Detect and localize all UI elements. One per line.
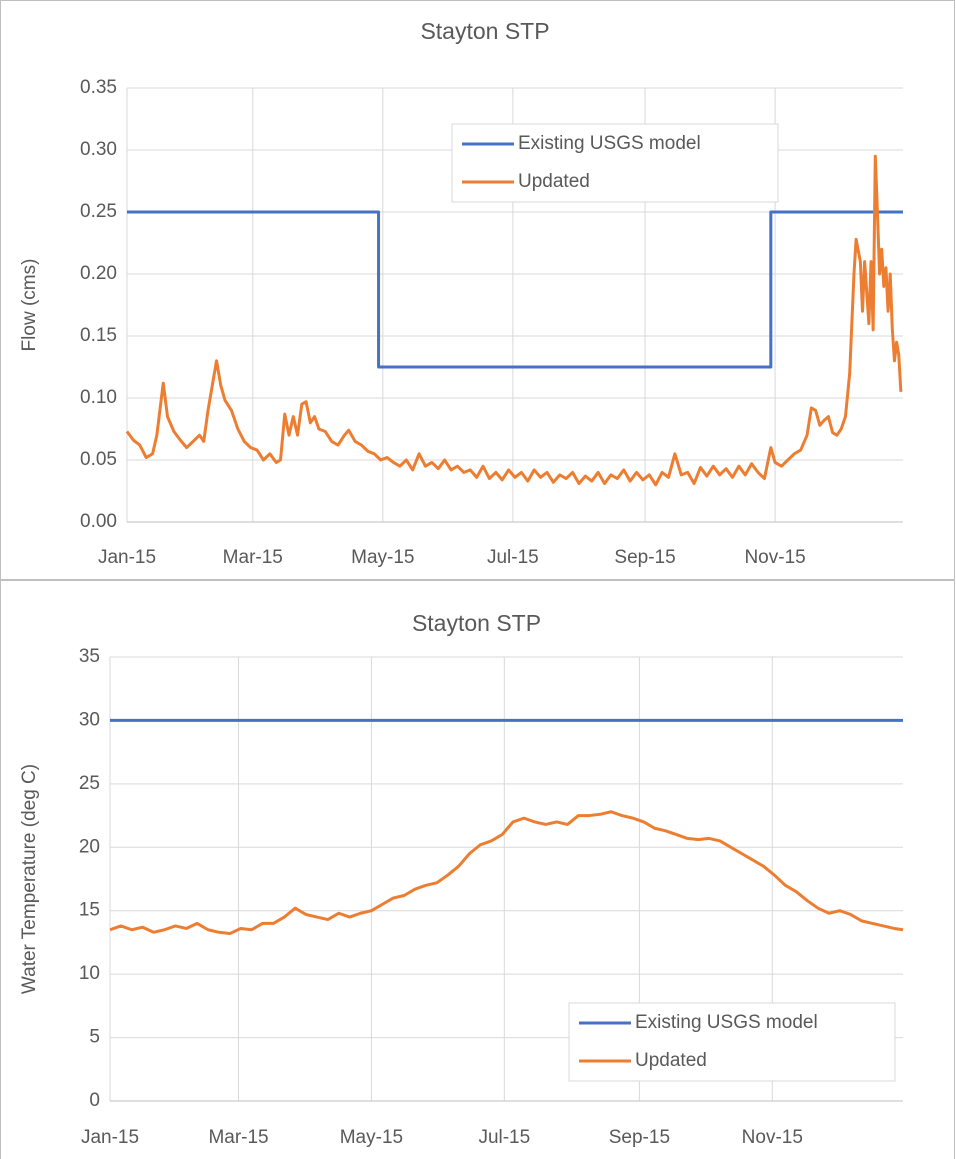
y-tick-label: 25 xyxy=(79,773,100,794)
legend-box xyxy=(451,123,779,203)
x-tick-label: Sep-15 xyxy=(609,1127,670,1148)
x-tick-label: Sep-15 xyxy=(614,547,675,568)
x-tick-label: May-15 xyxy=(340,1127,403,1148)
legend-box xyxy=(568,1002,896,1082)
chart-title: Stayton STP xyxy=(412,610,541,636)
y-tick-label: 0.10 xyxy=(80,387,117,408)
y-tick-label: 35 xyxy=(79,646,100,667)
y-tick-label: 0 xyxy=(89,1090,100,1111)
panel-frame xyxy=(0,580,955,1159)
y-axis-title: Water Temperature (deg C) xyxy=(19,764,40,994)
legend-label: Existing USGS model xyxy=(518,133,701,154)
x-tick-label: Nov-15 xyxy=(742,1127,803,1148)
x-tick-label: Jul-15 xyxy=(478,1127,530,1148)
x-tick-label: Nov-15 xyxy=(744,547,805,568)
x-tick-label: Jan-15 xyxy=(81,1127,139,1148)
y-tick-label: 20 xyxy=(79,836,100,857)
y-tick-label: 30 xyxy=(79,709,100,730)
y-tick-label: 5 xyxy=(89,1027,100,1048)
series-line xyxy=(109,810,904,936)
legend-label: Existing USGS model xyxy=(635,1012,818,1033)
legend-label: Updated xyxy=(518,171,590,192)
x-tick-label: Mar-15 xyxy=(208,1127,268,1148)
x-tick-label: Jul-15 xyxy=(487,547,539,568)
y-tick-label: 0.05 xyxy=(80,449,117,470)
y-tick-label: 15 xyxy=(79,900,100,921)
legend-label: Updated xyxy=(635,1050,707,1071)
x-tick-label: May-15 xyxy=(351,547,414,568)
y-tick-label: 0.00 xyxy=(80,511,117,532)
y-tick-label: 0.30 xyxy=(80,139,117,160)
series-line xyxy=(125,154,903,487)
x-tick-label: Jan-15 xyxy=(98,547,156,568)
chart-title: Stayton STP xyxy=(420,18,549,44)
y-tick-label: 0.35 xyxy=(80,77,117,98)
x-tick-label: Mar-15 xyxy=(223,547,283,568)
panel-frame xyxy=(0,0,955,580)
y-tick-label: 0.15 xyxy=(80,325,117,346)
y-tick-label: 0.20 xyxy=(80,263,117,284)
y-tick-label: 10 xyxy=(79,963,100,984)
y-tick-label: 0.25 xyxy=(80,201,117,222)
y-axis-title: Flow (cms) xyxy=(19,259,40,352)
series-line xyxy=(127,210,903,369)
